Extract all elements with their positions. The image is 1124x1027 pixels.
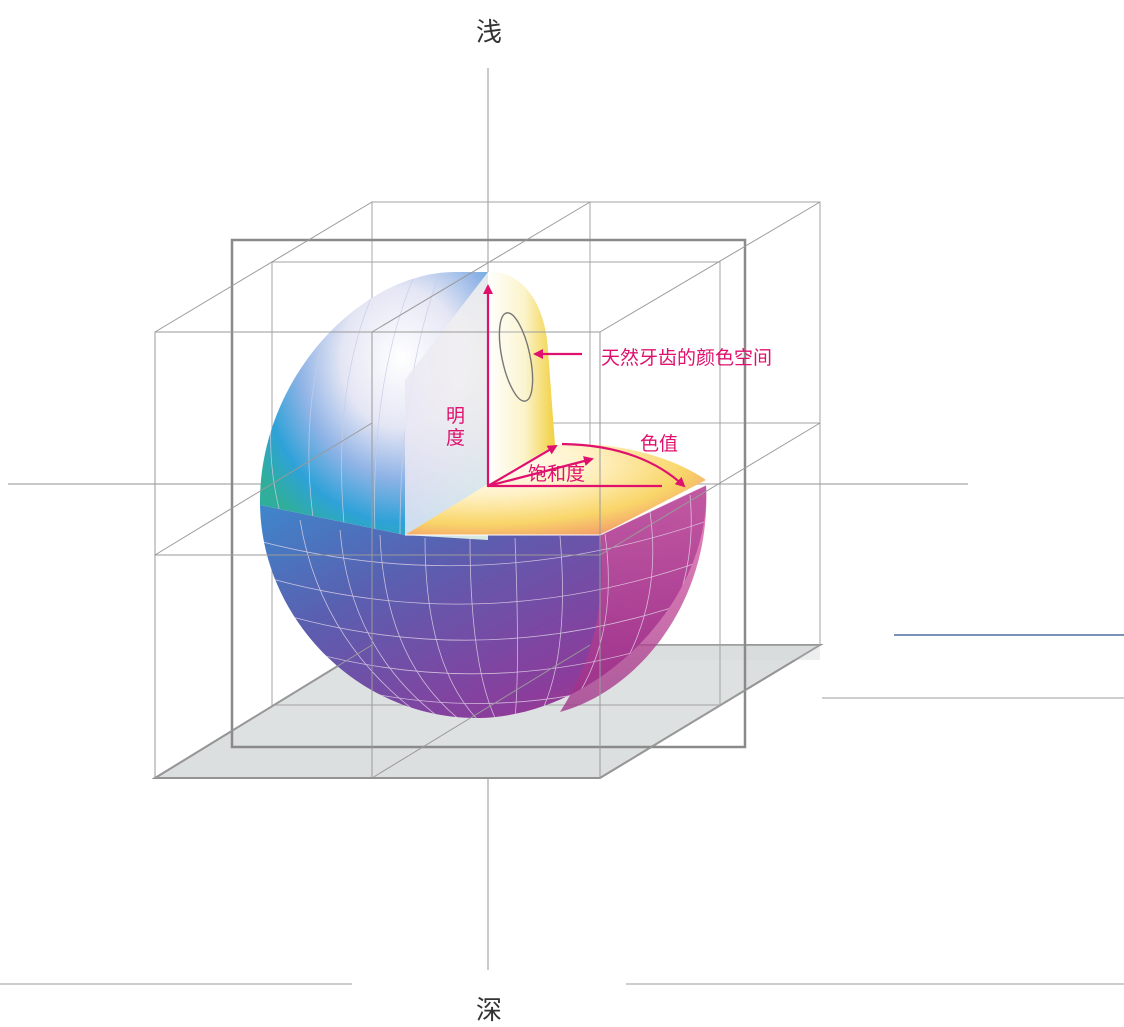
- tooth-color-space-label: 天然牙齿的颜色空间: [601, 347, 773, 369]
- hue-arc-arrow: [561, 442, 686, 488]
- front-wireframe: [154, 201, 821, 779]
- sphere-upper-part: [259, 271, 555, 540]
- tooth-color-space-ellipse: [498, 312, 534, 402]
- annotation-arrows: [483, 284, 686, 488]
- decorative-lines: [0, 634, 1124, 985]
- sphere-cut-surface: [405, 444, 706, 535]
- saturation-label: 饱和度: [528, 463, 586, 485]
- bottom-dark-label: 深: [476, 996, 503, 1026]
- top-light-label: 浅: [476, 18, 503, 48]
- brightness-label: 明度: [446, 405, 466, 449]
- saturation-arrow-upper: [487, 444, 558, 487]
- hue-label: 色值: [640, 433, 679, 455]
- saturation-arrow: [487, 456, 594, 488]
